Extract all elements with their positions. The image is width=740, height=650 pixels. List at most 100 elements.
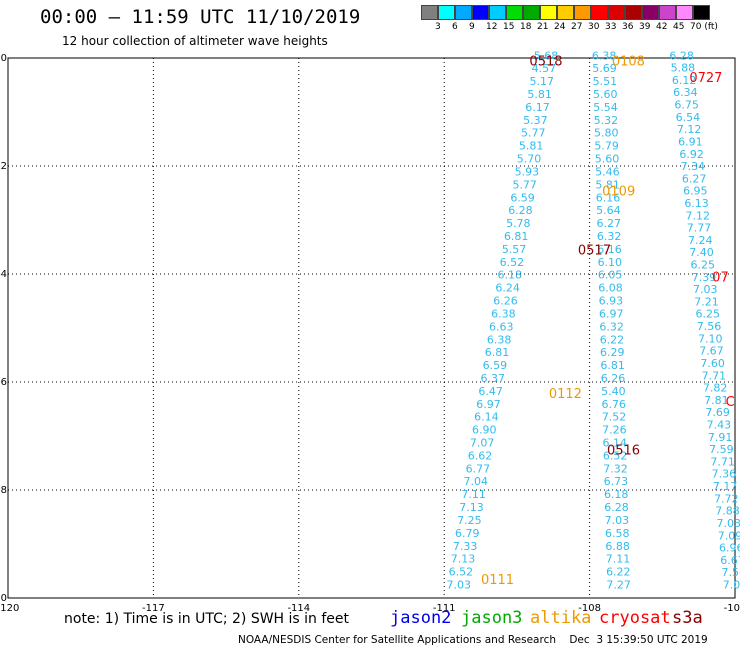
- swh-value: 6.13: [684, 197, 709, 210]
- swh-value: 5.60: [593, 88, 618, 101]
- swh-value: 6.79: [455, 527, 480, 540]
- swh-value: 6.27: [682, 172, 707, 185]
- legend-labels: 3 6 9 12 15 18 21 24 27 30 33 36 39 42 45 70 (ft): [421, 20, 740, 32]
- swh-value: 6.38: [487, 333, 512, 346]
- legend-swatch: [642, 5, 659, 20]
- swh-value: 5.78: [506, 217, 531, 230]
- swh-value: 5.68: [534, 49, 559, 62]
- pass-time-label: 0109: [602, 184, 635, 199]
- swh-value: 6.26: [601, 372, 626, 385]
- swh-value: 6.88: [605, 540, 630, 553]
- swh-value: 7.77: [687, 222, 712, 235]
- legend-swatch: [591, 5, 608, 20]
- swh-value: 6.10: [598, 256, 623, 269]
- swh-value: 5.81: [519, 140, 544, 153]
- swh-value: 7.56: [722, 566, 740, 579]
- swh-value: 6.28: [669, 49, 694, 62]
- swh-value: 6.63: [489, 320, 514, 333]
- pass-time-label: 0727: [689, 71, 722, 86]
- legend-swatch: [625, 5, 642, 20]
- legend-swatch: [421, 5, 438, 20]
- swh-value: 7.91: [708, 431, 733, 444]
- swh-value: 7.24: [688, 234, 713, 247]
- pass-time-label: 07: [712, 271, 729, 286]
- swh-value: 6.76: [601, 398, 626, 411]
- swh-value: 7.52: [602, 411, 627, 424]
- legend-label: 15: [503, 22, 515, 32]
- legend-label: 45: [673, 22, 685, 32]
- legend-swatch: [659, 5, 676, 20]
- swh-value: 6.25: [695, 308, 720, 321]
- swh-value: 6.32: [597, 230, 622, 243]
- swh-value: 7.03: [693, 283, 718, 296]
- pass-time-label: 0108: [612, 55, 645, 70]
- swh-value: 7.03: [446, 579, 471, 592]
- swh-value: 7.26: [602, 424, 627, 437]
- map-frame: [7, 57, 736, 599]
- swh-value: 5.81: [527, 88, 552, 101]
- swh-value: 7.71: [702, 369, 727, 382]
- swh-value: 7.11: [606, 553, 631, 566]
- legend-swatch: [472, 5, 489, 20]
- swh-value: 7.71: [710, 455, 735, 468]
- swh-value: 5.46: [595, 165, 620, 178]
- pass-time-label: C: [726, 395, 735, 410]
- legend-swatch: [506, 5, 523, 20]
- swh-value: 7.60: [700, 357, 725, 370]
- swh-value: 6.05: [598, 269, 623, 282]
- pass-time-label: 0518: [529, 55, 562, 70]
- swh-value: 7.59: [709, 443, 734, 456]
- swh-value: 5.69: [592, 62, 617, 75]
- legend-label: 30: [588, 22, 600, 32]
- legend-label: 3: [435, 22, 441, 32]
- swh-value: 7.39: [692, 271, 717, 284]
- swh-value: 7.32: [603, 462, 628, 475]
- swh-value: 6.24: [495, 282, 520, 295]
- satellite-label: jason3: [461, 608, 523, 628]
- legend-swatch: [574, 5, 591, 20]
- swh-value: 5.57: [502, 243, 527, 256]
- satellite-label: s3a: [672, 608, 703, 628]
- swh-value: 7.13: [459, 501, 484, 514]
- swh-value: 7.21: [694, 295, 719, 308]
- swh-value: 7.13: [451, 553, 476, 566]
- y-tick-label: -10: [0, 593, 7, 604]
- swh-value: 5.54: [593, 101, 618, 114]
- legend-label: 6: [452, 22, 458, 32]
- swh-value: 6.08: [598, 282, 623, 295]
- swh-value: 6.58: [605, 527, 630, 540]
- swh-value: 7.81: [704, 394, 729, 407]
- swh-value: 6.16: [596, 191, 621, 204]
- x-tick-label: -108: [578, 603, 601, 614]
- swh-value: 6.37: [481, 372, 506, 385]
- satellite-label: jason2: [390, 608, 452, 628]
- legend-label: 70 (ft): [690, 22, 718, 32]
- swh-value: 5.32: [594, 114, 619, 127]
- page-subtitle: 12 hour collection of altimeter wave hei…: [62, 34, 328, 48]
- legend-label: 24: [554, 22, 566, 32]
- swh-value: 7.34: [681, 160, 706, 173]
- swh-value: 5.51: [593, 75, 618, 88]
- swh-value: 6.81: [485, 346, 510, 359]
- swh-value: 6.73: [604, 475, 629, 488]
- swh-value: 6.54: [676, 111, 701, 124]
- swh-value: 5.40: [601, 385, 626, 398]
- pass-time-label: 0111: [481, 573, 514, 588]
- swh-value: 5.77: [512, 178, 537, 191]
- legend-swatches: [421, 5, 740, 20]
- y-tick-label: -4: [0, 269, 7, 280]
- legend-label: 12: [486, 22, 498, 32]
- swh-value: 6.18: [604, 488, 629, 501]
- swh-value: 5.81: [595, 178, 620, 191]
- swh-value: 7.72: [714, 492, 739, 505]
- swh-value: 7.10: [698, 332, 723, 345]
- swh-value: 6.27: [597, 217, 622, 230]
- swh-value: 6.47: [478, 385, 503, 398]
- swh-value: 5.77: [521, 127, 546, 140]
- swh-value: 6.38: [491, 307, 516, 320]
- legend-label: 36: [622, 22, 634, 32]
- swh-value: 6.28: [604, 501, 629, 514]
- swh-value: 5.80: [594, 127, 619, 140]
- legend-label: 21: [537, 22, 549, 32]
- swh-value: 6.26: [493, 295, 518, 308]
